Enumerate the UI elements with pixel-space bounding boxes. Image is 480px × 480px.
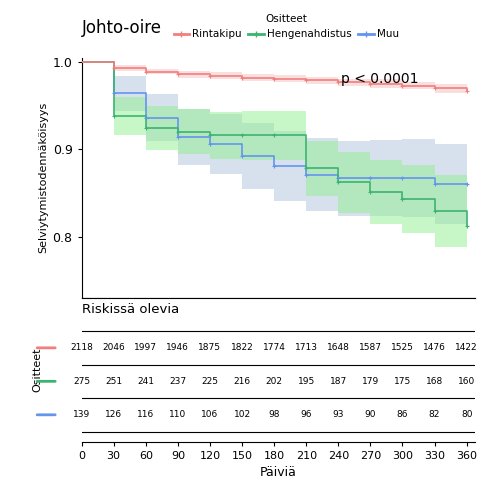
Text: 1875: 1875 <box>198 343 221 352</box>
Text: 1587: 1587 <box>359 343 382 352</box>
Text: 216: 216 <box>233 377 251 386</box>
Text: 202: 202 <box>265 377 283 386</box>
Text: 98: 98 <box>268 410 280 420</box>
Y-axis label: Ositteet: Ositteet <box>33 348 43 392</box>
X-axis label: Päiviä: Päiviä <box>260 466 297 479</box>
Text: 175: 175 <box>394 377 411 386</box>
Text: 2118: 2118 <box>70 343 93 352</box>
Text: 251: 251 <box>105 377 122 386</box>
Text: 241: 241 <box>137 377 154 386</box>
Text: 110: 110 <box>169 410 187 420</box>
Text: 1713: 1713 <box>295 343 318 352</box>
Text: 80: 80 <box>461 410 472 420</box>
Text: 160: 160 <box>458 377 475 386</box>
Text: 1476: 1476 <box>423 343 446 352</box>
Text: 106: 106 <box>201 410 218 420</box>
Text: 90: 90 <box>365 410 376 420</box>
Text: 116: 116 <box>137 410 155 420</box>
Text: 179: 179 <box>362 377 379 386</box>
Y-axis label: Selviytymistodennäköisyys: Selviytymistodennäköisyys <box>38 102 48 253</box>
Text: Johto-oire: Johto-oire <box>82 19 162 37</box>
Text: 1822: 1822 <box>231 343 253 352</box>
Text: 86: 86 <box>396 410 408 420</box>
Text: 82: 82 <box>429 410 440 420</box>
Text: 96: 96 <box>300 410 312 420</box>
Text: 102: 102 <box>233 410 251 420</box>
Text: 237: 237 <box>169 377 186 386</box>
Text: 1525: 1525 <box>391 343 414 352</box>
Text: 225: 225 <box>202 377 218 386</box>
Text: 1946: 1946 <box>167 343 189 352</box>
Text: 168: 168 <box>426 377 443 386</box>
Text: p < 0.0001: p < 0.0001 <box>341 72 419 86</box>
Text: 1422: 1422 <box>456 343 478 352</box>
Text: 126: 126 <box>105 410 122 420</box>
Legend: Rintakipu, Hengenahdistus, Muu: Rintakipu, Hengenahdistus, Muu <box>169 10 403 44</box>
Text: 93: 93 <box>333 410 344 420</box>
Text: 187: 187 <box>330 377 347 386</box>
Text: 1997: 1997 <box>134 343 157 352</box>
Text: 1774: 1774 <box>263 343 286 352</box>
Text: Riskissä olevia: Riskissä olevia <box>82 302 179 316</box>
Text: 1648: 1648 <box>327 343 350 352</box>
Text: 195: 195 <box>298 377 315 386</box>
Text: 2046: 2046 <box>102 343 125 352</box>
Text: 275: 275 <box>73 377 90 386</box>
Text: 139: 139 <box>73 410 90 420</box>
